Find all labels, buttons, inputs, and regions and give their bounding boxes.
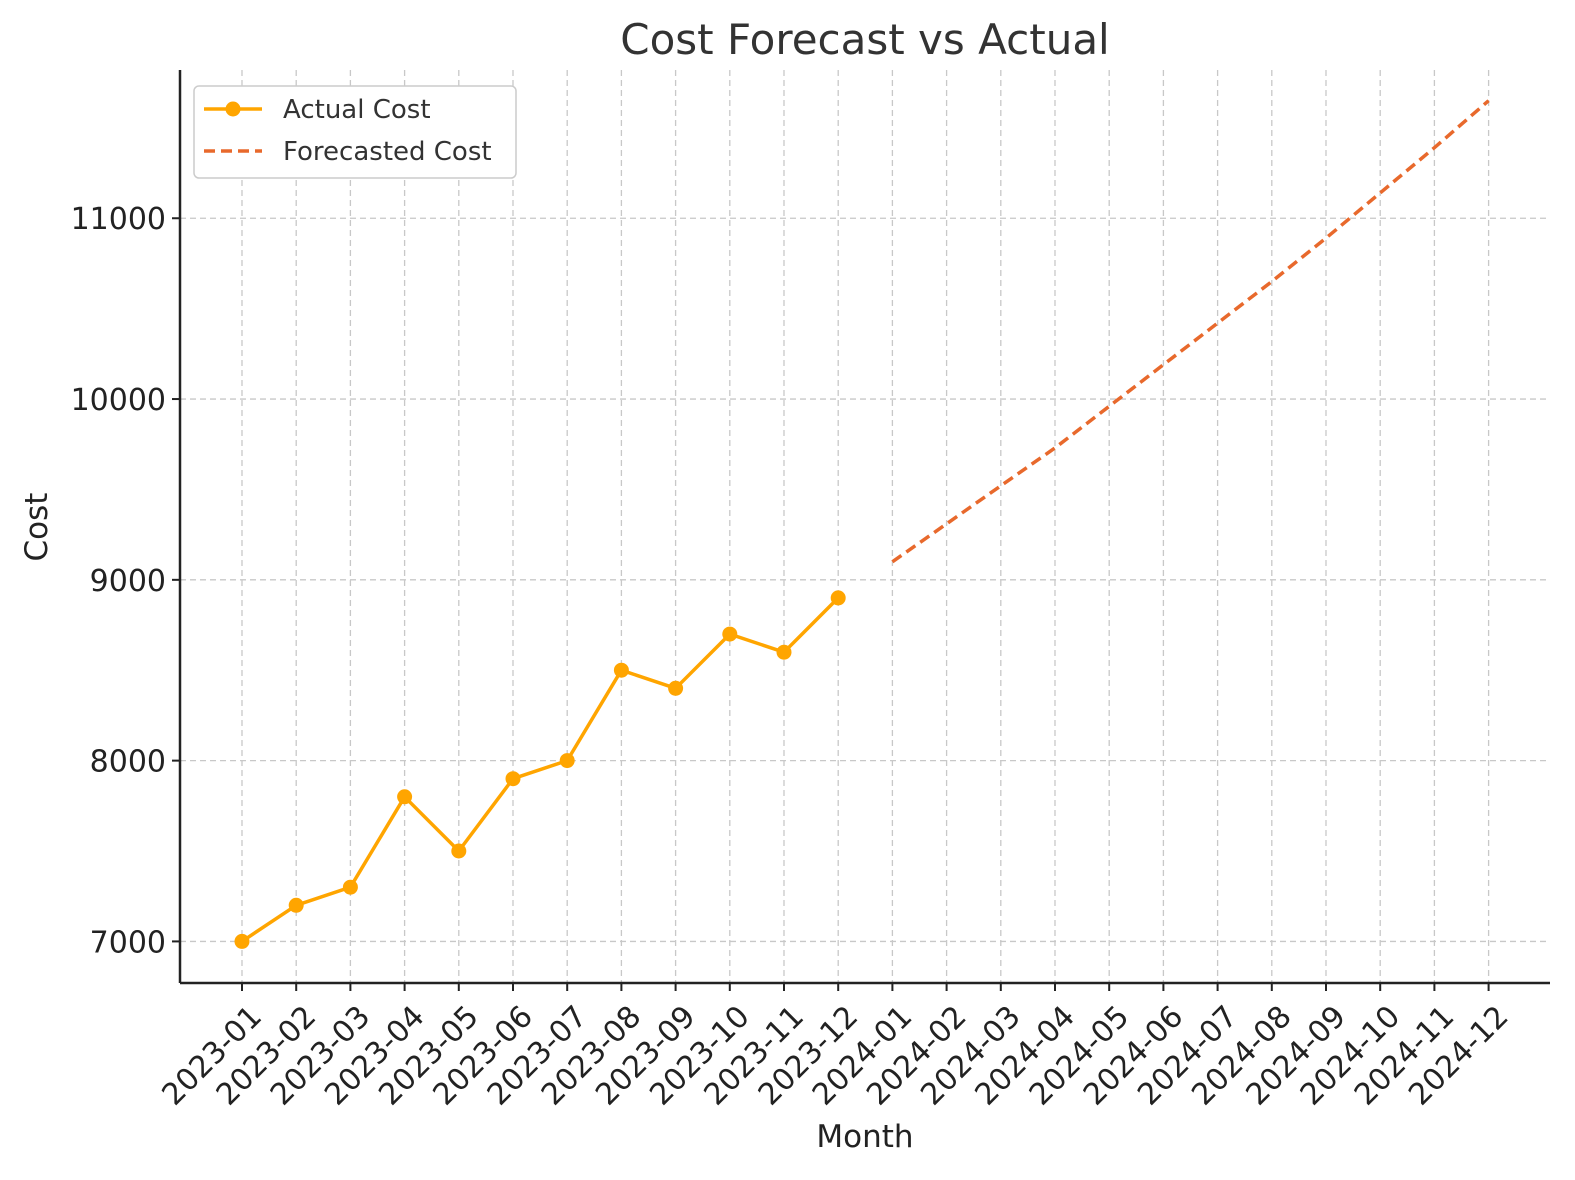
actual-cost-point [451,843,467,859]
y-axis-label: Cost [19,493,55,562]
forecasted-cost-line [891,99,1490,564]
legend-forecast-label: Forecasted Cost [283,137,492,167]
y-tick-label: 8000 [90,745,166,780]
y-tick-label: 11000 [71,202,166,237]
actual-cost-point [559,753,575,769]
actual-cost-point [668,680,684,696]
axes-spines [178,70,1550,985]
y-tick-label: 7000 [90,925,166,960]
x-ticks: 2023-012023-022023-032023-042023-052023-… [156,983,1516,1113]
actual-cost-point [288,897,304,913]
legend: Actual Cost Forecasted Cost [193,85,517,179]
legend-actual-marker [225,101,241,117]
y-ticks: 7000 8000 9000 10000 11000 [71,202,180,960]
chart-title: Cost Forecast vs Actual [620,15,1109,64]
actual-cost-point [397,789,413,805]
legend-actual-label: Actual Cost [283,95,431,125]
legend-box [193,85,517,179]
actual-cost-point [613,662,629,678]
actual-cost-point [234,933,250,949]
actual-cost-point [776,644,792,660]
actual-cost-point [342,879,358,895]
grid-layer [180,70,1550,983]
y-tick-label: 10000 [71,383,166,418]
actual-cost-point [722,626,738,642]
x-axis-label: Month [816,1119,913,1155]
y-tick-label: 9000 [90,564,166,599]
actual-cost-point [830,590,846,606]
actual-cost-line [241,596,840,943]
actual-cost-point [505,771,521,787]
series-layer [234,99,1490,949]
